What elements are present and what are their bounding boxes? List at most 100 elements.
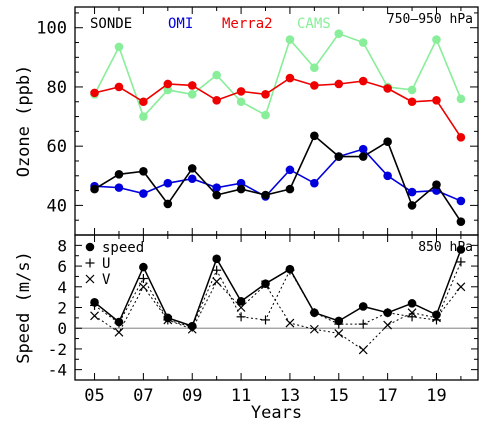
ozone-ytick-label: 40 — [47, 196, 67, 216]
point-merra2 — [383, 84, 392, 93]
legend-omi: OMI — [168, 16, 193, 32]
series-line-sonde — [94, 134, 462, 223]
ozone-ylabel: Ozone (ppb) — [14, 65, 34, 178]
series-line-v — [94, 280, 462, 351]
xtick-label: 11 — [231, 386, 251, 406]
point-sonde — [334, 152, 344, 161]
legend-merra2: Merra2 — [222, 16, 273, 32]
point-u — [212, 265, 222, 275]
speed-ytick-label: 6 — [57, 257, 67, 276]
ozone-ytick-label: 80 — [47, 78, 67, 98]
point-merra2 — [310, 81, 319, 90]
series-line-cams — [93, 32, 462, 119]
point-omi — [139, 189, 148, 198]
point-cams — [236, 97, 246, 107]
point-v — [456, 282, 466, 292]
point-v-b — [285, 318, 295, 328]
point-sonde — [236, 184, 246, 194]
point-omi — [187, 174, 197, 184]
point-omi — [285, 165, 295, 175]
point-speed — [407, 299, 417, 308]
point-v — [138, 282, 148, 292]
point-u — [456, 257, 466, 267]
point-omi — [407, 187, 417, 197]
point-omi — [358, 144, 368, 154]
series-speed — [90, 245, 466, 331]
point-cams — [114, 42, 124, 52]
point-merra2 — [334, 79, 344, 89]
point-v — [309, 324, 319, 334]
point-omi — [383, 171, 392, 181]
speed-plot-frame — [74, 234, 479, 381]
point-speed — [212, 254, 221, 264]
point-cams — [407, 85, 417, 95]
speed-ytick-label: 0 — [57, 319, 67, 338]
point-omi — [456, 196, 466, 206]
point-sonde — [285, 184, 295, 194]
point-v-b — [90, 311, 99, 321]
ozone-ytick-label: 60 — [47, 137, 67, 157]
point-sonde — [139, 167, 148, 176]
series-cams — [90, 29, 466, 121]
speed-ytick-label: 4 — [57, 278, 67, 297]
point-v — [383, 320, 393, 330]
point-speed — [383, 308, 392, 317]
series-line-omi — [94, 148, 462, 202]
point-cams — [187, 90, 197, 99]
point-sonde — [358, 152, 368, 161]
ozone-level-annotation: 750–950 hPa — [387, 12, 473, 27]
point-merra2 — [432, 95, 441, 105]
point-v — [358, 345, 368, 355]
xtick-label: 17 — [377, 386, 397, 406]
point-v-b — [334, 328, 344, 338]
point-merra2 — [358, 76, 368, 86]
xtick-label: 09 — [182, 386, 202, 406]
speed-ytick-label: -2 — [48, 340, 67, 359]
point-omi — [114, 183, 124, 192]
point-sonde — [114, 169, 124, 179]
point-v-b — [309, 324, 319, 334]
point-cams — [358, 38, 368, 47]
point-v-b — [236, 303, 246, 312]
speed-ytick-label: 8 — [57, 236, 67, 255]
point-merra2 — [407, 97, 417, 107]
point-cams — [212, 70, 221, 80]
legend-marker-v — [85, 274, 95, 284]
point-u — [407, 312, 417, 322]
legend-label-speed: speed — [102, 240, 144, 256]
point-sonde — [383, 137, 392, 147]
point-sonde — [456, 217, 466, 226]
point-cams — [139, 112, 148, 121]
point-speed — [139, 262, 148, 272]
point-speed — [187, 321, 197, 331]
point-v — [114, 327, 124, 337]
xtick-label: 15 — [329, 386, 349, 406]
point-merra2 — [212, 95, 221, 105]
point-speed — [114, 317, 124, 327]
point-merra2 — [139, 97, 148, 107]
point-speed — [285, 264, 295, 274]
xtick-label: 05 — [84, 386, 104, 406]
point-v — [236, 303, 246, 312]
point-cams — [432, 35, 441, 44]
point-sonde — [163, 199, 173, 209]
wind-speed-panel: -4 -2 02 4 6 8 05 07 09 11 13 15 17 19 Speed (m/s) Year… — [14, 234, 479, 423]
point-omi — [212, 183, 221, 192]
point-sonde — [261, 190, 270, 200]
legend-marker-v-b — [85, 274, 95, 284]
series-line-speed — [94, 249, 462, 328]
point-v-b — [383, 320, 393, 330]
point-speed — [358, 302, 368, 311]
point-v-b — [138, 282, 148, 292]
point-omi — [163, 178, 173, 188]
point-merra2 — [90, 88, 99, 98]
legend-cams: CAMS — [297, 16, 331, 32]
point-merra2 — [114, 82, 124, 92]
legend-sonde: SONDE — [90, 16, 132, 32]
speed-ylabel: Speed (m/s) — [14, 251, 34, 364]
point-sonde — [90, 184, 99, 194]
point-cams — [310, 63, 319, 73]
point-merra2 — [236, 87, 246, 96]
point-sonde — [212, 190, 221, 200]
